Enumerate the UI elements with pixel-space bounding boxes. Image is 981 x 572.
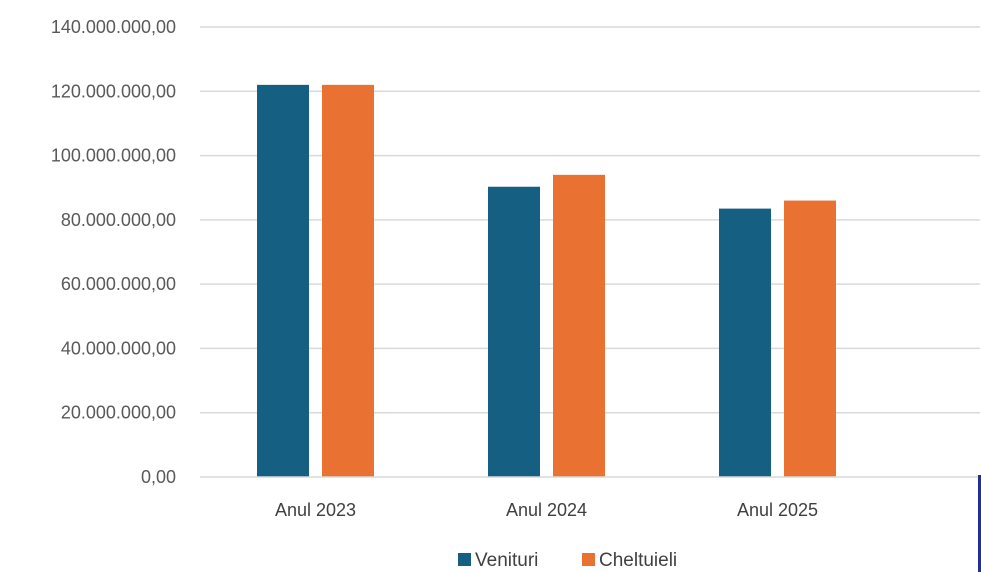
bar-venituri-1: [257, 84, 309, 477]
bars: [257, 84, 836, 478]
bar-venituri-3: [719, 208, 771, 477]
y-tick-label: 120.000.000,00: [51, 81, 176, 101]
window-edge: [978, 475, 981, 572]
legend-swatch-cheltuieli: [582, 553, 595, 566]
x-category-label: Anul 2024: [506, 500, 587, 520]
y-tick-label: 100.000.000,00: [51, 146, 176, 166]
y-tick-label: 0,00: [141, 467, 176, 487]
bar-cheltuieli-3: [784, 200, 836, 478]
legend-swatch-venituri: [458, 553, 471, 566]
y-axis-tick-labels: 0,00 20.000.000,00 40.000.000,00 60.000.000…: [51, 17, 176, 487]
x-category-label: Anul 2023: [275, 500, 356, 520]
legend-label-cheltuieli: Cheltuieli: [599, 550, 677, 571]
y-tick-label: 80.000.000,00: [61, 210, 176, 230]
y-tick-label: 60.000.000,00: [61, 274, 176, 294]
legend: Venituri Cheltuieli: [458, 550, 677, 571]
y-tick-label: 20.000.000,00: [61, 403, 176, 423]
bar-venituri-2: [488, 186, 540, 477]
y-tick-label: 40.000.000,00: [61, 338, 176, 358]
x-category-label: Anul 2025: [737, 500, 818, 520]
y-tick-label: 140.000.000,00: [51, 17, 176, 37]
bar-cheltuieli-2: [553, 174, 605, 477]
legend-label-venituri: Venituri: [475, 550, 538, 571]
x-axis-category-labels: Anul 2023 Anul 2024 Anul 2025: [275, 500, 818, 520]
bar-cheltuieli-1: [322, 84, 374, 477]
